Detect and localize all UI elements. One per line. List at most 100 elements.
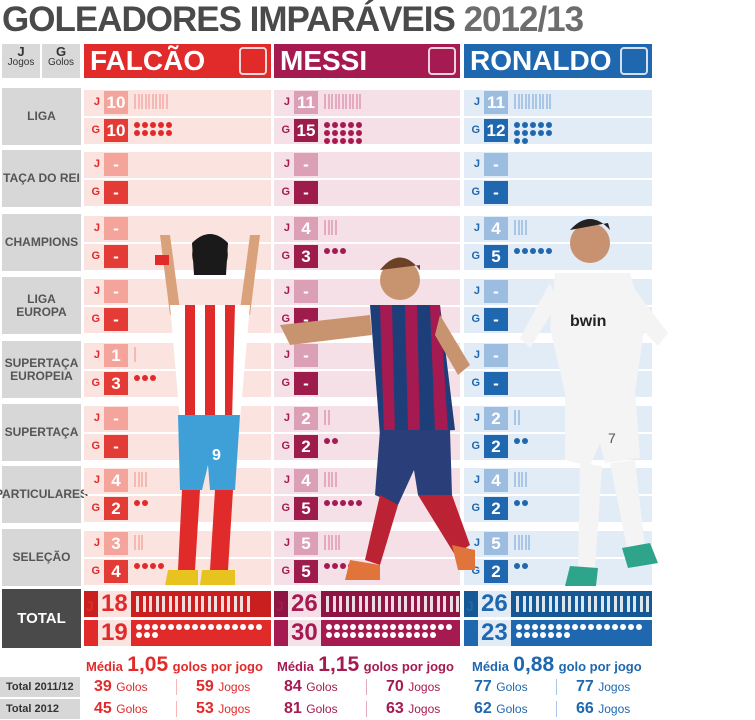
messi-total-goal-dot: [326, 632, 332, 638]
ronaldo-total-letter: G: [466, 627, 477, 643]
messi-total-game-bar: [430, 596, 433, 612]
header-messi: MESSI: [274, 44, 460, 78]
ronaldo-footer-golos: 62 Golos: [474, 699, 558, 719]
falcao-row-letter: G: [91, 377, 100, 389]
barcelona-crest-icon: [428, 47, 456, 75]
ronaldo-total-goal-dot: [556, 632, 562, 638]
messi-row-letter: J: [283, 537, 290, 549]
messi-row-letter: G: [281, 124, 290, 136]
ronaldo-total-goal-dot: [612, 624, 618, 630]
ronaldo-goal-dot: [522, 563, 528, 569]
ronaldo-total-goal-dot: [516, 632, 522, 638]
messi-total-goal-dot: [382, 632, 388, 638]
ronaldo-row-letter: G: [471, 186, 480, 198]
messi-goal-dot: [356, 500, 362, 506]
falcao-total-goal-dot: [208, 624, 214, 630]
ronaldo-golos-value: 2: [484, 560, 508, 583]
messi-goal-dot: [332, 248, 338, 254]
falcao-goal-dot: [150, 130, 156, 136]
ronaldo-row-letter: J: [473, 412, 480, 424]
messi-jogos-value: -: [294, 280, 318, 303]
svg-text:bwin: bwin: [570, 313, 606, 330]
messi-golos-value: 2: [294, 435, 318, 458]
falcao-total-goal-dot: [160, 624, 166, 630]
ronaldo-total-game-bar: [633, 596, 636, 612]
messi-total-letter: G: [276, 627, 287, 643]
falcao-goal-dot: [166, 130, 172, 136]
ronaldo-game-bar: [528, 94, 530, 109]
falcao-goal-dot: [142, 563, 148, 569]
media-falcao: Média 1,05 golos por jogo: [86, 653, 263, 676]
ronaldo-game-bar: [521, 472, 523, 487]
ronaldo-row-letter: G: [471, 313, 480, 325]
ronaldo-footer-jogos-value: 66: [576, 700, 594, 717]
messi-row-letter: G: [281, 186, 290, 198]
messi-game-bar: [327, 472, 330, 487]
messi-game-bar: [359, 94, 361, 109]
messi-game-bar: [352, 94, 354, 109]
ronaldo-total-game-bar: [568, 596, 571, 612]
ronaldo-total-game-bar: [620, 596, 623, 612]
falcao-goal-dot: [158, 122, 164, 128]
messi-footer-jogos-unit: Jogos: [408, 680, 441, 694]
ronaldo-game-bar: [517, 472, 520, 487]
falcao-total-game-bar: [168, 596, 172, 612]
falcao-total-goal-dot: [240, 624, 246, 630]
ronaldo-row-letter: G: [471, 377, 480, 389]
ronaldo-total-letter: J: [466, 598, 474, 614]
ronaldo-goal-dot: [522, 122, 528, 128]
ronaldo-footer-golos: 77 Golos: [474, 677, 558, 697]
messi-row-letter: J: [283, 474, 290, 486]
messi-footer-jogos-value: 70: [386, 678, 404, 695]
messi-goal-dot: [348, 130, 354, 136]
ronaldo-goal-dot: [522, 500, 528, 506]
ronaldo-total-goal-dot: [524, 632, 530, 638]
ronaldo-row-letter: J: [473, 474, 480, 486]
messi-total-game-bar: [378, 596, 381, 612]
falcao-game-bar: [137, 535, 140, 550]
messi-total-letter: J: [276, 598, 284, 614]
ronaldo-jogos-value: 11: [484, 91, 508, 114]
category-label: SUPERTAÇA EUROPEIA: [2, 341, 81, 398]
ronaldo-game-bar: [521, 94, 523, 109]
falcao-golos-value: 3: [104, 372, 128, 395]
messi-row-letter: J: [283, 222, 290, 234]
ronaldo-golos-value: 12: [484, 119, 508, 142]
ronaldo-total-goal-dot: [580, 624, 586, 630]
ronaldo-goal-dot: [546, 122, 552, 128]
messi-game-bar: [355, 94, 358, 109]
messi-game-bar: [334, 535, 337, 550]
messi-total-game-bar: [404, 596, 407, 612]
messi-game-bar: [338, 94, 340, 109]
messi-footer-golos-value: 84: [284, 678, 302, 695]
falcao-goal-dot: [134, 130, 140, 136]
ronaldo-total-game-bar: [659, 596, 662, 612]
messi-goal-dot: [340, 122, 346, 128]
messi-footer-golos-value: 81: [284, 700, 302, 717]
messi-total-goal-dot: [422, 632, 428, 638]
messi-golos-value: 3: [294, 245, 318, 268]
falcao-row-letter: J: [93, 474, 100, 486]
ronaldo-game-bar: [521, 535, 523, 550]
messi-total-goal-dot: [438, 624, 444, 630]
falcao-total-letter: J: [86, 598, 94, 614]
falcao-total-game-bar: [142, 596, 146, 612]
falcao-total-game-bar: [149, 596, 152, 612]
ronaldo-jogos-value: 4: [484, 469, 508, 492]
ronaldo-game-bar: [514, 472, 516, 487]
ronaldo-row-letter: J: [473, 349, 480, 361]
messi-jogos-value: -: [294, 153, 318, 176]
ronaldo-jogos-value: 2: [484, 407, 508, 430]
messi-total-goal-dot: [430, 624, 436, 630]
falcao-total-game-bar: [201, 596, 204, 612]
falcao-total-goal-dot: [176, 624, 182, 630]
falcao-total-goal-dot: [144, 624, 150, 630]
falcao-footer-jogos-value: 53: [196, 700, 214, 717]
media-ronaldo: Média 0,88 golo por jogo: [472, 653, 642, 676]
category-label: TAÇA DO REI: [2, 150, 81, 207]
ronaldo-total-goal-dot: [620, 624, 626, 630]
messi-goal-dot: [340, 563, 346, 569]
ronaldo-total-game-bar: [678, 596, 682, 612]
falcao-goal-dot: [158, 130, 164, 136]
ronaldo-total-goal-dot: [604, 624, 610, 630]
